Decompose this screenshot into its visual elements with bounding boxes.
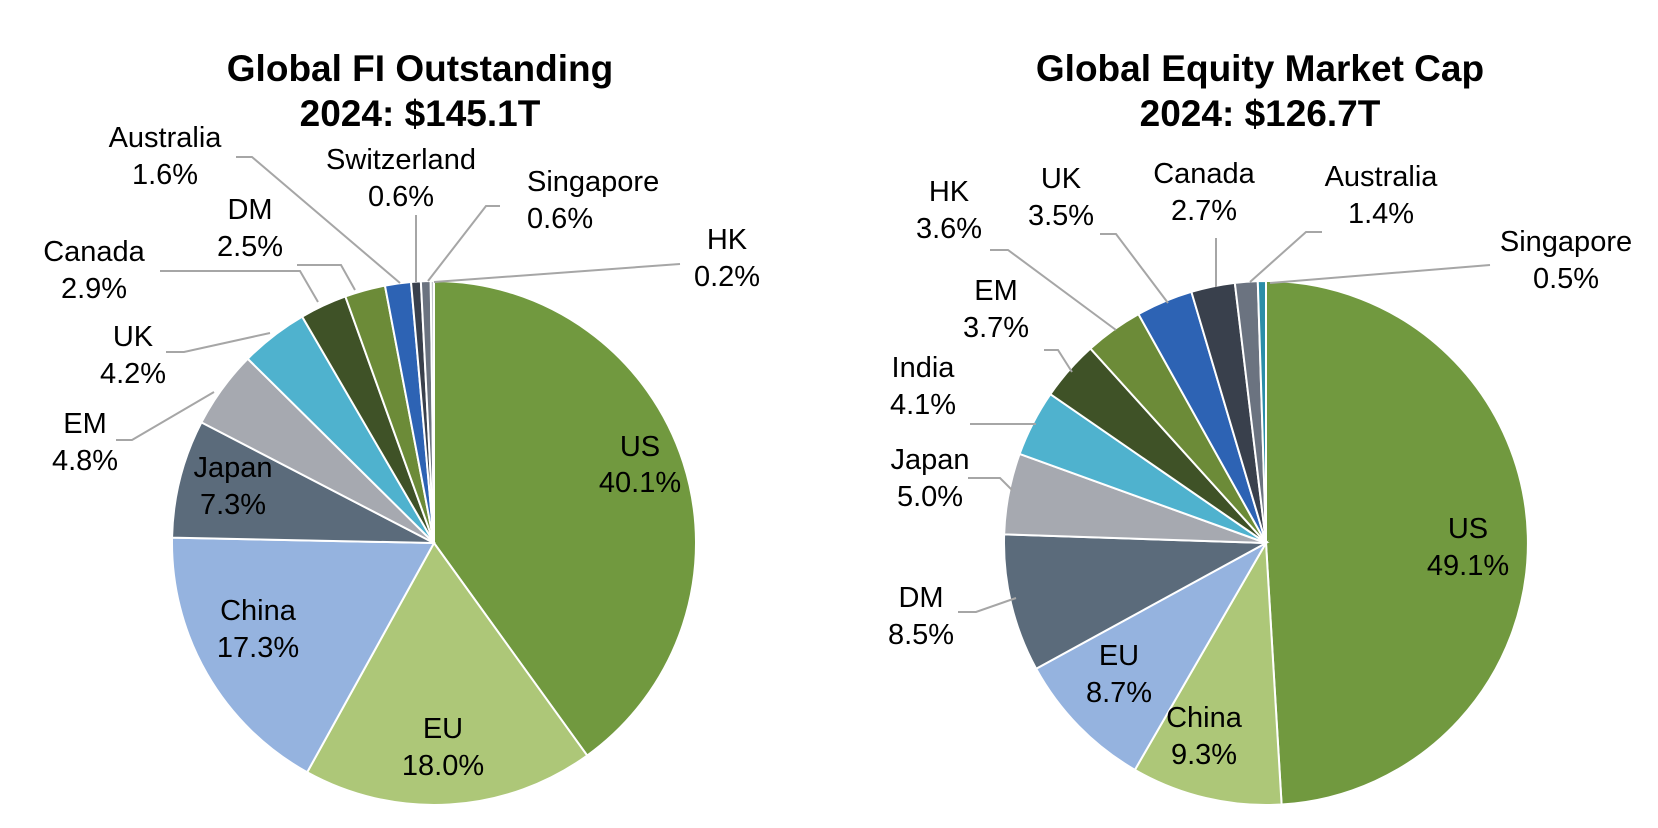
chart-1-label-us-name: US [620, 431, 660, 463]
chart-2-label-uk-name: UK [1041, 163, 1082, 195]
chart-2-label-hk-percent: 3.6% [916, 213, 982, 245]
chart-2-leader-dm [958, 597, 1017, 613]
chart-2-label-dm-percent: 8.5% [888, 619, 954, 651]
chart-2-label-us-name: US [1448, 513, 1488, 545]
chart-1-title: Global FI Outstanding [227, 48, 613, 89]
chart-1-label-japan-name: Japan [193, 452, 272, 484]
chart-2-leader-japan [968, 477, 1013, 491]
chart-1-leader-hk [433, 263, 681, 283]
chart-2-slice-china [1133, 539, 1283, 806]
chart-2-label-china-name: China [1166, 702, 1243, 734]
chart-1-slice-eu [305, 541, 589, 806]
chart-2-label-australia-percent: 1.4% [1348, 198, 1414, 230]
chart-1-label-em-name: EM [63, 408, 107, 440]
chart-2-label-canada-name: Canada [1153, 158, 1255, 190]
chart-2-leader-uk [1100, 233, 1169, 304]
chart-1-label-uk-percent: 4.2% [100, 358, 166, 390]
chart-1-labels: US 40.1% EU 18.0% China 17.3% Japan 7.3% EM 4.8% U… [43, 122, 760, 782]
chart-2-leader-australia [1249, 231, 1322, 283]
chart-1-label-singapore-percent: 0.6% [527, 203, 593, 235]
chart-2-leader-em [1044, 349, 1073, 373]
chart-2-label-india-name: India [892, 352, 956, 384]
chart-2-label-canada-percent: 2.7% [1171, 195, 1237, 227]
chart-2-subtitle: 2024: $126.7T [1140, 93, 1381, 134]
chart-1-label-china-percent: 17.3% [217, 632, 299, 664]
chart-2-label-japan-percent: 5.0% [897, 481, 963, 513]
chart-2-slice-singapore [1256, 279, 1267, 544]
chart-2-label-singapore-percent: 0.5% [1533, 263, 1599, 295]
chart-2-leader-hk [990, 249, 1117, 331]
chart-1-subtitle: 2024: $145.1T [300, 93, 541, 134]
chart-1-label-eu-percent: 18.0% [402, 750, 484, 782]
chart-1-label-eu-name: EU [423, 713, 463, 745]
chart-1-label-australia-name: Australia [109, 122, 223, 154]
chart-1-label-hk-percent: 0.2% [694, 261, 760, 293]
chart-1-slice-us [433, 279, 697, 757]
chart-1-label-canada-percent: 2.9% [61, 273, 127, 305]
chart-2-labels: US 49.1% China 9.3% EU 8.7% DM 8.5% Japan 5.0% Ind… [888, 158, 1632, 771]
chart-2-slice-us [1265, 279, 1529, 806]
chart-2-label-em-percent: 3.7% [963, 312, 1029, 344]
chart-1-label-singapore-name: Singapore [527, 166, 659, 198]
chart-1-label-japan-percent: 7.3% [200, 489, 266, 521]
chart-2-title: Global Equity Market Cap [1036, 48, 1484, 89]
chart-2-label-china-percent: 9.3% [1171, 739, 1237, 771]
chart-1-leader-canada [160, 270, 319, 303]
chart-1-label-switzerland-percent: 0.6% [368, 181, 434, 213]
chart-2-label-eu-percent: 8.7% [1086, 677, 1152, 709]
chart-1-label-uk-name: UK [113, 321, 154, 353]
chart-1-label-switzerland-name: Switzerland [326, 144, 476, 176]
chart-2-label-us-percent: 49.1% [1427, 550, 1509, 582]
chart-1-leader-singapore [427, 205, 500, 282]
chart-1-label-china-name: China [220, 595, 297, 627]
chart-1-label-hk-name: HK [707, 224, 748, 256]
chart-2-label-japan-name: Japan [890, 444, 969, 476]
chart-1-label-dm-percent: 2.5% [217, 231, 283, 263]
chart-2-slices [1003, 279, 1529, 806]
chart-1-leader-uk [166, 332, 271, 353]
chart-1-label-canada-name: Canada [43, 236, 145, 268]
chart-1-leader-em [116, 391, 215, 441]
chart-2-label-uk-percent: 3.5% [1028, 200, 1094, 232]
chart-1-label-dm-name: DM [227, 194, 272, 226]
chart-2-slice-eu [1034, 540, 1269, 772]
chart-1-label-australia-percent: 1.6% [132, 159, 198, 191]
chart-2-leaders [958, 231, 1491, 613]
chart-1-leader-dm [297, 264, 356, 291]
chart-2-label-singapore-name: Singapore [1500, 226, 1632, 258]
chart-2-label-india-percent: 4.1% [890, 389, 956, 421]
chart-2-label-australia-name: Australia [1325, 161, 1439, 193]
chart-1-label-em-percent: 4.8% [52, 445, 118, 477]
chart-2-label-eu-name: EU [1099, 640, 1139, 672]
chart-1-slices [171, 279, 697, 806]
chart-1-slice-china [171, 536, 436, 774]
chart-2-label-hk-name: HK [929, 176, 970, 208]
chart-1-label-us-percent: 40.1% [599, 467, 681, 499]
chart-1-slice-japan [171, 420, 435, 544]
chart-2-label-em-name: EM [974, 275, 1018, 307]
chart-1-leader-australia [236, 156, 401, 284]
chart-2-leader-singapore [1269, 264, 1491, 284]
chart-2-slice-dm [1003, 533, 1270, 671]
chart-1-leaders [116, 156, 681, 441]
chart-2-label-dm-name: DM [898, 582, 943, 614]
